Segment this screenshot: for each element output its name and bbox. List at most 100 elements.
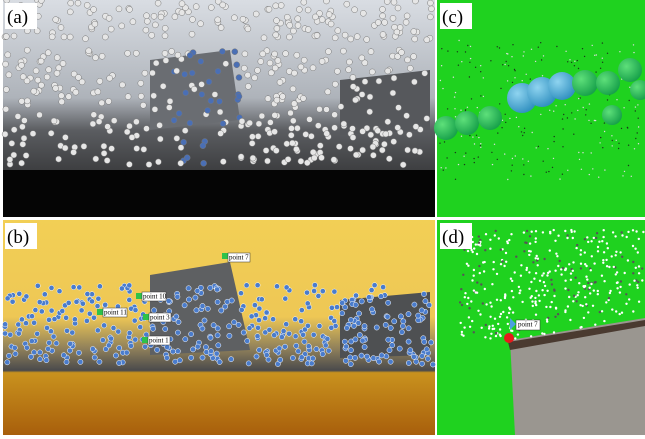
dot [293, 334, 298, 339]
dot [555, 253, 557, 255]
dot [502, 311, 504, 313]
dot [143, 27, 149, 33]
dot [519, 289, 521, 291]
dot [504, 153, 505, 154]
dot [37, 300, 42, 305]
dot [600, 68, 601, 69]
dot [442, 88, 443, 89]
dot [598, 177, 599, 178]
dot [489, 316, 491, 318]
panel-label: (b) [7, 227, 29, 248]
dot [504, 293, 506, 295]
dot [611, 255, 613, 257]
dot [541, 332, 543, 334]
dot [501, 260, 503, 262]
dot [183, 337, 188, 342]
dot [553, 141, 554, 142]
dot [215, 287, 220, 292]
dot [223, 61, 229, 67]
dot [91, 7, 97, 13]
dot [625, 303, 627, 305]
dot [568, 296, 570, 298]
dot [284, 14, 290, 20]
dot [571, 62, 572, 63]
dot [511, 56, 512, 57]
dot [482, 302, 484, 304]
dot [388, 359, 393, 364]
dot [391, 0, 397, 5]
dot [584, 238, 586, 240]
dot [633, 52, 634, 53]
selected-point [504, 333, 514, 343]
dot [496, 299, 498, 301]
dot [236, 322, 241, 327]
dot [238, 291, 243, 296]
dot [201, 160, 207, 166]
dot [466, 263, 468, 265]
dot [172, 14, 178, 20]
dot [231, 15, 237, 21]
dot [71, 149, 77, 155]
dot [638, 238, 640, 240]
dot [427, 14, 433, 20]
dot [350, 84, 356, 90]
dot [638, 143, 639, 144]
dot [637, 281, 639, 283]
dot [162, 50, 168, 56]
point-label: point 1 [149, 337, 169, 345]
dot [312, 288, 317, 293]
dot [632, 261, 634, 263]
dot [287, 22, 293, 28]
dot [305, 7, 311, 13]
dot [107, 75, 113, 81]
dot [220, 121, 226, 127]
dot [293, 146, 299, 152]
dot [311, 155, 317, 161]
dot [618, 148, 619, 149]
dot [316, 293, 321, 298]
dot [621, 256, 623, 258]
dot [49, 34, 55, 40]
dot [589, 292, 591, 294]
dot [565, 51, 566, 52]
dot [613, 266, 615, 268]
dot [58, 25, 64, 31]
dot [84, 2, 90, 8]
dot [194, 308, 199, 313]
dot [628, 298, 630, 300]
dot [275, 58, 281, 64]
dot [530, 175, 531, 176]
dot [261, 35, 267, 41]
dot [559, 178, 560, 179]
dot [138, 325, 143, 330]
dot [492, 164, 493, 165]
dot [385, 314, 390, 319]
dot [602, 262, 604, 264]
dot [255, 283, 260, 288]
dot [583, 317, 585, 319]
dot [605, 301, 607, 303]
dot [615, 254, 617, 256]
dot [578, 98, 579, 99]
dot [562, 174, 563, 175]
dot [21, 135, 27, 141]
dot [277, 79, 283, 85]
dot [395, 5, 401, 11]
dot [359, 353, 364, 358]
dot [374, 325, 379, 330]
dot [119, 82, 125, 88]
dot [329, 325, 334, 330]
dot [589, 174, 590, 175]
dot [359, 299, 364, 304]
dot [96, 296, 101, 301]
dot [614, 235, 616, 237]
dot [348, 317, 353, 322]
dot [169, 48, 175, 54]
dot [245, 83, 251, 89]
dot [238, 154, 244, 160]
dot [427, 303, 432, 308]
dot [535, 290, 537, 292]
dot [250, 155, 256, 161]
dot [521, 301, 523, 303]
dot [416, 313, 421, 318]
